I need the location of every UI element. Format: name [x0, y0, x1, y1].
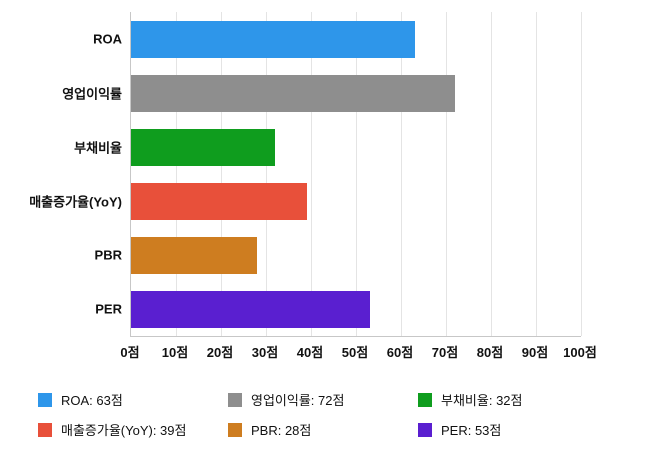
- bar-ROA[interactable]: [131, 20, 415, 58]
- legend-swatch: [228, 392, 242, 407]
- x-tick-label: 10점: [161, 345, 189, 360]
- y-axis-label-부채비율: 부채비율: [74, 140, 122, 156]
- x-tick-label: 100점: [563, 345, 597, 360]
- gridline: [221, 12, 222, 336]
- gridline: [536, 12, 537, 336]
- x-tick-label: 80점: [476, 345, 504, 360]
- legend-label: 영업이익률: 72점: [251, 393, 345, 408]
- bar-영업이익률[interactable]: [131, 74, 455, 112]
- legend-swatch: [418, 392, 432, 407]
- x-tick-label: 0점: [120, 345, 140, 360]
- gridline: [491, 12, 492, 336]
- legend-label: 부채비율: 32점: [441, 393, 523, 408]
- gridline: [446, 12, 447, 336]
- gridline: [176, 12, 177, 336]
- legend-swatch: [228, 422, 242, 437]
- x-axis-labels: 0점 10점 20점 30점 40점 50점 60점 70점 80점 90점 100점: [120, 342, 596, 362]
- legend-label: PER: 53점: [441, 423, 502, 438]
- gridline: [581, 12, 582, 336]
- x-tick-label: 40점: [296, 345, 324, 360]
- bar-PER[interactable]: [131, 290, 370, 328]
- bar-매출증가율(YoY)[interactable]: [131, 182, 307, 220]
- legend-label: 매출증가율(YoY): 39점: [61, 423, 187, 438]
- legend-item: PER: 53점: [418, 420, 501, 439]
- x-tick-label: 20점: [206, 345, 234, 360]
- legend-item: ROA: 63점: [38, 390, 123, 409]
- x-tick-label: 70점: [431, 345, 459, 360]
- bar-부채비율[interactable]: [131, 128, 275, 166]
- x-tick-label: 50점: [341, 345, 369, 360]
- legend-item: 매출증가율(YoY): 39점: [38, 420, 186, 439]
- bar-PBR[interactable]: [131, 236, 257, 274]
- y-axis-label-PBR: PBR: [94, 247, 122, 263]
- legend-swatch: [38, 392, 52, 407]
- gridline: [266, 12, 267, 336]
- y-axis-label-PER: PER: [95, 301, 122, 317]
- gridline: [311, 12, 312, 336]
- legend-swatch: [418, 422, 432, 437]
- x-tick-label: 30점: [251, 345, 279, 360]
- y-axis-label-매출증가율(YoY): 매출증가율(YoY): [29, 194, 122, 210]
- y-axis-label-영업이익률: 영업이익률: [62, 86, 122, 102]
- gridline: [356, 12, 357, 336]
- legend-label: PBR: 28점: [251, 423, 312, 438]
- legend-item: PBR: 28점: [228, 420, 311, 439]
- x-tick-label: 60점: [386, 345, 414, 360]
- y-axis-label-ROA: ROA: [93, 31, 122, 47]
- legend-label: ROA: 63점: [61, 393, 123, 408]
- gridline: [401, 12, 402, 336]
- plot-area: [130, 12, 582, 337]
- legend-item: 영업이익률: 72점: [228, 390, 344, 409]
- x-tick-label: 90점: [521, 345, 549, 360]
- legend-swatch: [38, 422, 52, 437]
- legend-item: 부채비율: 32점: [418, 390, 522, 409]
